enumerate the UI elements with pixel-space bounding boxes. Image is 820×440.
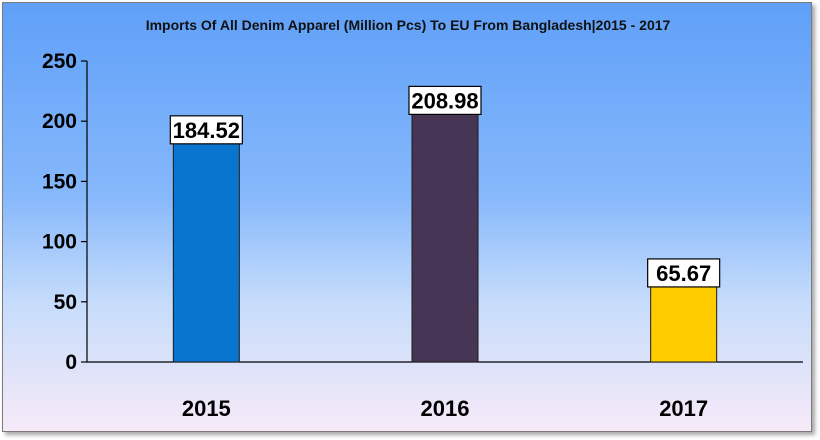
data-label-box	[169, 115, 243, 145]
x-tick-label: 2015	[182, 396, 231, 421]
chart-title: Imports Of All Denim Apparel (Million Pc…	[145, 17, 671, 33]
data-label: 184.52	[173, 118, 240, 143]
data-label: 208.98	[411, 88, 478, 113]
bar-chart: 0 50 100 150 200 250 184.52 2015 208.98 2016 65.67…	[42, 50, 803, 421]
bar-2016	[411, 109, 479, 363]
x-tick-label: 2017	[659, 396, 708, 421]
data-label: 65.67	[656, 261, 711, 286]
y-tick-label: 0	[65, 351, 77, 374]
y-tick-label: 250	[42, 50, 77, 73]
data-label-box	[647, 258, 721, 288]
y-tick-label: 150	[42, 170, 77, 193]
bar-2017	[650, 282, 718, 363]
y-tick-label: 50	[54, 291, 77, 314]
y-tick-label: 200	[42, 110, 77, 133]
chart-frame: Imports Of All Denim Apparel (Million Pc…	[2, 2, 812, 432]
data-label-box	[408, 85, 482, 115]
y-tick-label: 100	[42, 231, 77, 254]
bar-2015	[172, 139, 240, 363]
x-tick-label: 2016	[421, 396, 470, 421]
